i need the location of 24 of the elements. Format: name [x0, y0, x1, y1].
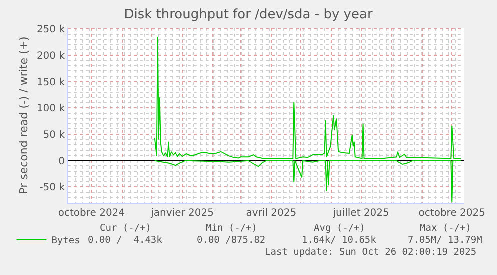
- text: 0.00 /875.82: [197, 235, 266, 246]
- x-tick-label: octobre 2024: [58, 208, 126, 219]
- y-tick-label: 200 k: [36, 50, 66, 62]
- chart-title: Disk throughput for /dev/sda - by year: [124, 8, 374, 23]
- y-tick-label: 0: [58, 156, 65, 168]
- x-tick-label: avril 2025: [246, 208, 297, 219]
- y-tick-label: 50 k: [43, 130, 66, 141]
- text: Last update: Sun Oct 26 02:00:19 2025: [265, 247, 477, 258]
- legend-label: Bytes: [52, 236, 80, 247]
- text: Max (-/+): [420, 223, 472, 234]
- text: 1.64k/ 10.65k: [302, 235, 377, 246]
- y-tick-label: 150 k: [36, 77, 66, 88]
- y-tick-label: -50 k: [40, 182, 66, 194]
- text: Cur (-/+): [100, 223, 152, 234]
- y-axis-title: Pr second read (-) / write (+): [18, 36, 31, 194]
- text: Min (-/+): [206, 223, 258, 234]
- x-tick-label: janvier 2025: [150, 208, 214, 219]
- y-tick-label: 250 k: [36, 24, 66, 36]
- text: 7.05M/ 13.79M: [408, 235, 483, 246]
- x-tick-label: octobre 2025: [418, 208, 486, 219]
- text: Avg (-/+): [314, 223, 366, 234]
- y-tick-label: 100 k: [36, 104, 66, 115]
- text: 0.00 / 4.43k: [88, 235, 163, 246]
- x-tick-label: juillet 2025: [332, 208, 390, 219]
